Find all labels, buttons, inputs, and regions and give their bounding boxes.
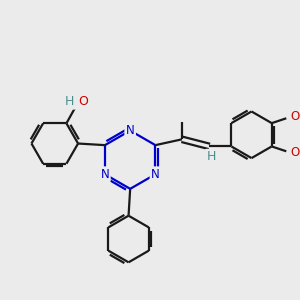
Text: N: N <box>151 168 160 181</box>
Text: O: O <box>78 95 88 108</box>
Text: H: H <box>206 150 216 163</box>
Text: N: N <box>100 168 109 181</box>
Text: O: O <box>291 110 300 123</box>
Text: O: O <box>291 146 300 159</box>
Text: H: H <box>65 95 74 108</box>
Text: N: N <box>126 124 134 137</box>
